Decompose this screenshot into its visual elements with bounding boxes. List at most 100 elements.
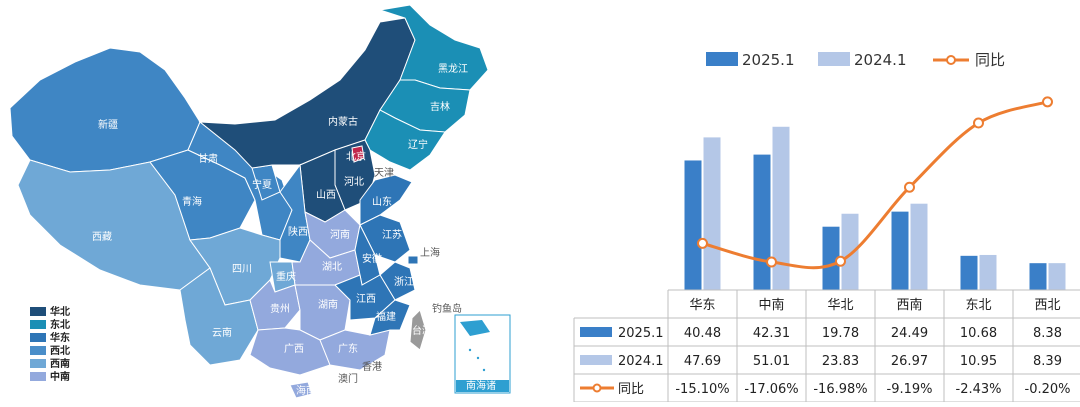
chart-legend: 2025.1 2024.1 同比 [706,51,1005,69]
label-ningxia: 宁夏 [252,178,272,191]
region-guangdong [319,329,391,371]
table-value-cell: -9.19% [887,382,933,397]
label-chongqing: 重庆 [276,270,296,283]
label-sichuan: 四川 [232,264,252,275]
table-series-name: 2024.1 [618,354,664,369]
table-series-swatch [580,327,612,337]
bar-2024-1 [772,126,790,290]
label-gansu: 甘肃 [198,152,218,165]
map-legend-swatch [30,372,46,381]
table-value-cell: 42.31 [753,326,790,341]
bar-2025-1 [822,226,840,290]
label-shandong: 山东 [372,195,392,208]
label-jiangxi: 江西 [356,293,376,305]
map-legend-swatch [30,307,46,316]
label-hongkong: 香港 [362,361,382,373]
yoy-marker [697,237,708,249]
bar-2024-1 [910,203,928,290]
region-fujian [369,299,411,336]
table-value-cell: 47.69 [684,354,721,369]
combo-chart-svg: 2025.1 2024.1 同比 华东 中南 华北 西南 东北 西北 2025.1 40.48 42… [573,51,1080,403]
label-liaoning: 辽宁 [408,138,428,151]
chart-legend-label: 同比 [975,51,1005,69]
bar-2024-1 [979,254,997,290]
chart-legend-swatch [706,52,738,66]
table-value-cell: 8.38 [1033,326,1062,341]
table-header-cell: 华北 [827,298,853,313]
bar-2024-1 [703,137,721,290]
label-heilongjiang: 黑龙江 [438,62,468,75]
label-jiangsu: 江苏 [382,228,402,241]
south-sea-inset: 南海诸 [454,314,511,394]
label-guangdong: 广东 [338,342,358,355]
table-value-cell: -16.98% [813,382,867,397]
label-yunnan: 云南 [212,326,232,339]
table-header-cell: 中南 [758,297,784,313]
label-tianjin: 天津 [374,167,394,179]
table-value-cell: 40.48 [684,326,721,341]
chart-legend-marker [946,55,956,65]
region-shanghai [407,255,419,265]
table-series-marker [592,383,602,393]
label-shanghai: 上海 [420,246,440,259]
table-header-cell: 华东 [689,298,715,313]
label-fujian: 福建 [376,310,396,323]
china-region-map: 新疆 西藏 青海 甘肃 宁夏 内蒙古 黑龙江 吉林 辽宁 北京 天津 河北 山西… [0,0,540,402]
bar-2025-1 [684,160,702,290]
bar-2024-1 [841,213,859,290]
label-hubei: 湖北 [322,261,342,273]
table-value-cell: 24.49 [891,326,928,341]
label-xinjiang: 新疆 [98,118,118,131]
yoy-marker [766,256,777,268]
map-legend-label: 西北 [50,344,70,357]
bar-2025-1 [1029,263,1047,290]
chart-legend-swatch [818,52,850,66]
yoy-marker [1042,96,1053,108]
map-legend-label: 华东 [50,331,70,344]
yoy-marker [904,181,915,193]
table-value-cell: 26.97 [891,354,928,369]
label-diaoyu: 钓鱼岛 [432,302,462,315]
table-value-cell: -15.10% [675,382,729,397]
label-shanxi: 山西 [316,189,336,201]
map-legend-swatch [30,333,46,342]
label-inner-mongolia: 内蒙古 [328,115,358,128]
label-macau: 澳门 [338,372,358,385]
yoy-marker [835,255,846,267]
chart-panel: 2025.1 2024.1 同比 华东 中南 华北 西南 东北 西北 2025.1 40.48 42… [560,0,1080,403]
table-value-cell: 19.78 [822,326,859,341]
region-taiwan [409,309,427,351]
map-legend-swatch [30,320,46,329]
table-value-cell: 10.68 [960,326,997,341]
table-header-cell: 西南 [896,297,922,313]
label-anhui: 安徽 [362,252,382,265]
label-taiwan: 台湾 [412,324,432,337]
chart-legend-label: 2024.1 [854,51,907,69]
label-zhejiang: 浙江 [394,276,414,288]
table-header-cell: 西北 [1034,298,1060,313]
table-series-swatch [580,355,612,365]
chart-legend-label: 2025.1 [742,51,795,69]
label-hebei: 河北 [344,176,364,188]
bar-2024-1 [1048,263,1066,290]
label-guizhou: 贵州 [270,302,290,315]
bar-2025-1 [891,211,909,290]
map-svg: 新疆 西藏 青海 甘肃 宁夏 内蒙古 黑龙江 吉林 辽宁 北京 天津 河北 山西… [9,4,511,399]
table-value-cell: -2.43% [956,382,1002,397]
label-qinghai: 青海 [182,195,202,208]
map-legend-swatch [30,359,46,368]
inset-label: 南海诸 [466,379,496,392]
region-hainan [289,381,313,399]
label-jilin: 吉林 [430,100,450,113]
region-yunnan [179,267,259,366]
label-beijing: 北京 [346,150,366,163]
table-value-cell: 23.83 [822,354,859,369]
label-tibet: 西藏 [92,231,112,243]
table-series-name: 2025.1 [618,326,664,341]
label-hunan: 湖南 [318,298,338,311]
table-value-cell: 8.39 [1033,354,1062,369]
table-series-name: 同比 [618,382,644,397]
region-beijing [351,145,365,163]
table-header-cell: 东北 [965,298,991,313]
